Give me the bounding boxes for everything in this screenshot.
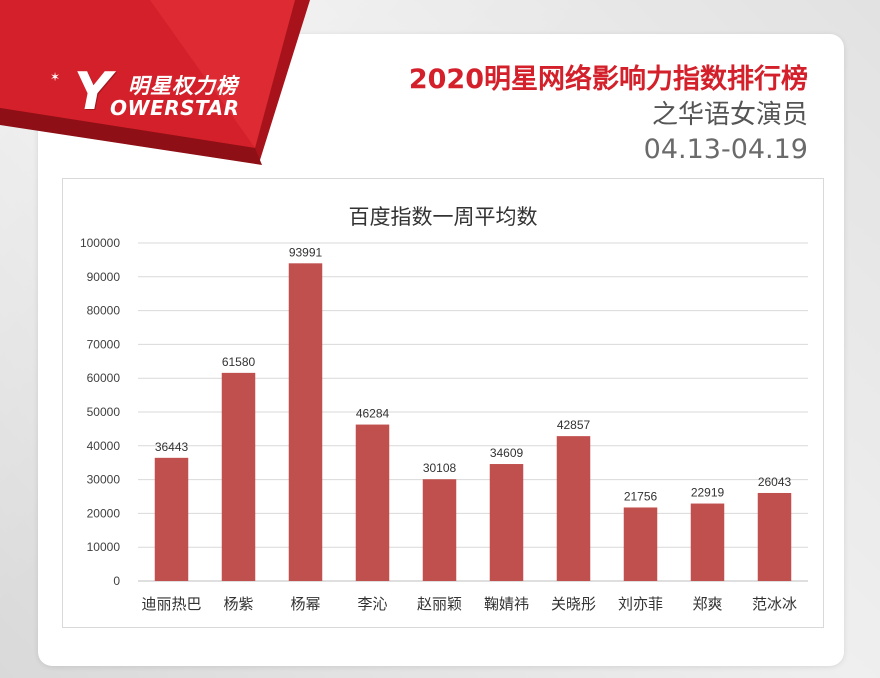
x-tick-label: 杨幂 bbox=[290, 595, 320, 613]
bar-chart: 0 10000 20000 30000 40000 50000 60000 70000 8000… bbox=[80, 236, 808, 613]
data-label: 42857 bbox=[557, 418, 591, 432]
y-tick-label: 50000 bbox=[87, 405, 121, 419]
x-tick-label: 范冰冰 bbox=[752, 595, 797, 613]
bar bbox=[221, 372, 256, 581]
x-tick-label: 关晓彤 bbox=[551, 595, 596, 613]
x-tick-label: 迪丽热巴 bbox=[141, 595, 201, 613]
data-label: 22919 bbox=[691, 486, 725, 500]
y-tick-label: 90000 bbox=[87, 270, 121, 284]
y-tick-label: 70000 bbox=[87, 337, 121, 351]
y-tick-label: 100000 bbox=[80, 236, 120, 250]
logo-chinese-text: 明星权力榜 bbox=[128, 74, 238, 98]
sub-title: 之华语女演员 bbox=[651, 100, 808, 130]
y-tick-label: 60000 bbox=[87, 371, 121, 385]
bar bbox=[757, 492, 792, 581]
date-range: 04.13-04.19 bbox=[643, 134, 808, 165]
bar bbox=[288, 263, 323, 581]
main-title: 2020明星网络影响力指数排行榜 bbox=[408, 64, 808, 95]
chart-title: 百度指数一周平均数 bbox=[348, 205, 538, 229]
bar bbox=[623, 507, 658, 581]
data-label: 30108 bbox=[423, 461, 457, 475]
data-label: 26043 bbox=[758, 475, 792, 489]
x-tick-label: 鞠婧祎 bbox=[484, 595, 529, 613]
powerstar-logo: Y 明星权力榜 OWERSTAR bbox=[60, 64, 290, 124]
x-tick-label: 赵丽颖 bbox=[417, 595, 462, 613]
y-tick-label: 40000 bbox=[87, 439, 121, 453]
chart-container: 百度指数一周平均数 0 10000 20000 30000 40000 50000 6000… bbox=[62, 178, 824, 628]
data-label: 21756 bbox=[624, 489, 658, 503]
y-tick-label: 30000 bbox=[87, 473, 121, 487]
red-ribbon-banner bbox=[0, 0, 310, 165]
bar bbox=[489, 464, 524, 581]
y-tick-label: 80000 bbox=[87, 304, 121, 318]
data-label: 36443 bbox=[155, 440, 189, 454]
bar bbox=[556, 436, 591, 581]
bar bbox=[154, 457, 189, 581]
bar bbox=[355, 424, 390, 581]
y-tick-label: 10000 bbox=[87, 540, 121, 554]
bar bbox=[422, 479, 457, 581]
star-icon: ✶ bbox=[50, 70, 61, 84]
bar bbox=[690, 503, 725, 581]
logo-english-text: OWERSTAR bbox=[110, 96, 240, 120]
data-label: 61580 bbox=[222, 355, 256, 369]
title-block: 2020明星网络影响力指数排行榜 之华语女演员 04.13-04.19 bbox=[409, 62, 808, 168]
logo-y-letter: Y bbox=[74, 62, 112, 122]
data-label: 46284 bbox=[356, 407, 390, 421]
x-tick-label: 郑爽 bbox=[692, 595, 722, 613]
x-tick-label: 杨紫 bbox=[223, 595, 253, 613]
x-tick-label: 刘亦菲 bbox=[618, 595, 663, 613]
data-label: 34609 bbox=[490, 446, 524, 460]
x-tick-label: 李沁 bbox=[357, 595, 387, 613]
data-label: 93991 bbox=[289, 245, 323, 259]
y-tick-label: 0 bbox=[113, 574, 120, 588]
y-tick-label: 20000 bbox=[87, 506, 121, 520]
